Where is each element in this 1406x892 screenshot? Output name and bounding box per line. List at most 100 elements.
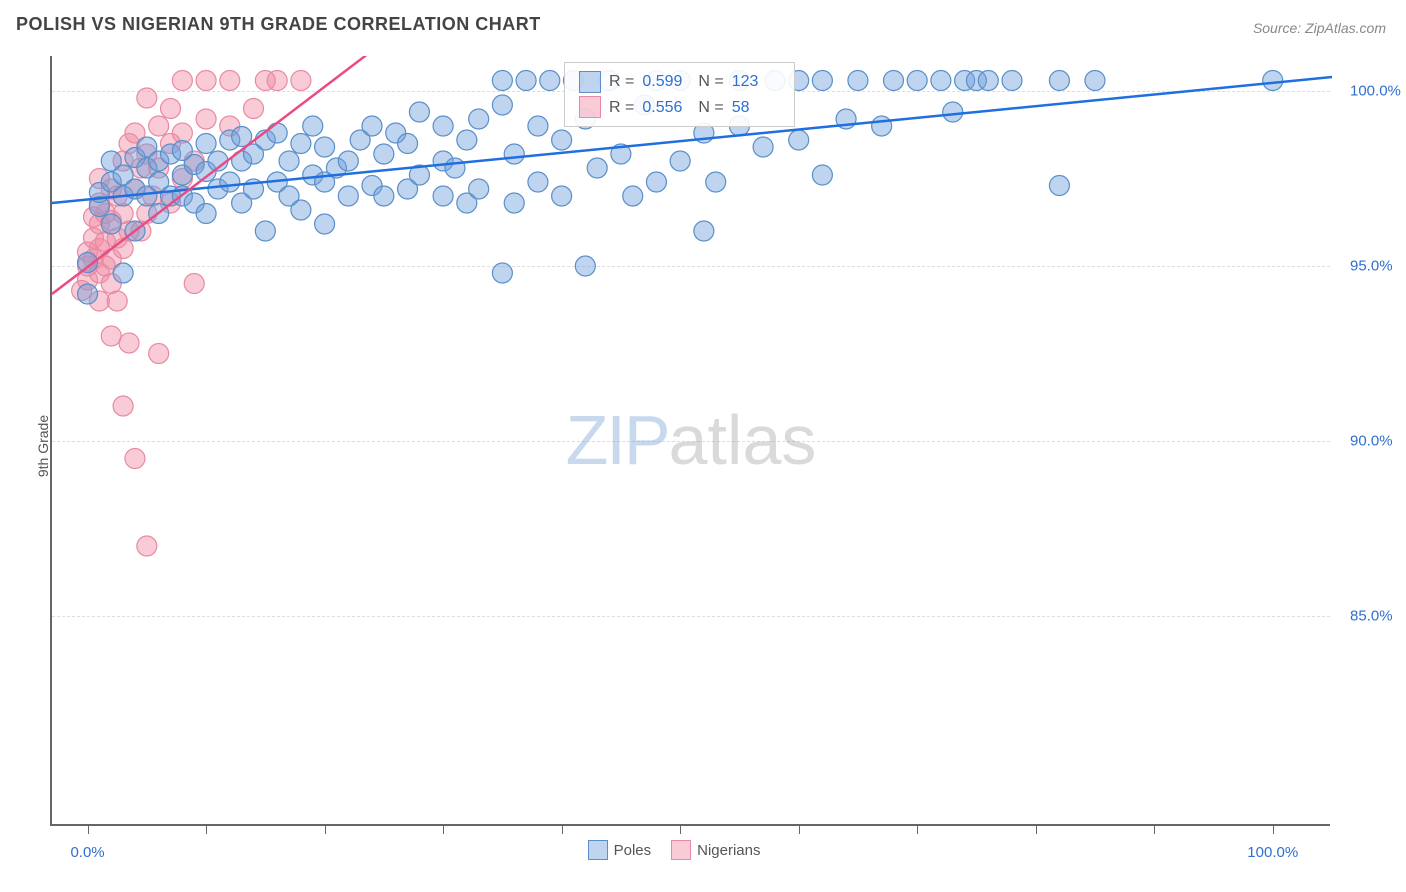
- data-point[interactable]: [119, 333, 139, 353]
- data-point[interactable]: [113, 263, 133, 283]
- data-point[interactable]: [149, 344, 169, 364]
- data-point[interactable]: [552, 130, 572, 150]
- data-point[interactable]: [398, 134, 418, 154]
- x-tick: [1273, 826, 1274, 834]
- swatch-nigerians: [671, 840, 691, 860]
- data-point[interactable]: [107, 291, 127, 311]
- data-point[interactable]: [445, 158, 465, 178]
- data-point[interactable]: [848, 71, 868, 91]
- data-point[interactable]: [492, 95, 512, 115]
- data-point[interactable]: [291, 200, 311, 220]
- data-point[interactable]: [931, 71, 951, 91]
- x-tick: [206, 826, 207, 834]
- data-point[interactable]: [528, 116, 548, 136]
- data-point[interactable]: [469, 109, 489, 129]
- data-point[interactable]: [540, 71, 560, 91]
- data-point[interactable]: [646, 172, 666, 192]
- y-tick-label: 90.0%: [1350, 433, 1393, 450]
- data-point[interactable]: [457, 130, 477, 150]
- data-point[interactable]: [220, 71, 240, 91]
- data-point[interactable]: [279, 151, 299, 171]
- data-point[interactable]: [374, 144, 394, 164]
- data-point[interactable]: [1085, 71, 1105, 91]
- data-point[interactable]: [1049, 176, 1069, 196]
- data-point[interactable]: [706, 172, 726, 192]
- data-point[interactable]: [516, 71, 536, 91]
- data-point[interactable]: [883, 71, 903, 91]
- data-point[interactable]: [504, 144, 524, 164]
- data-point[interactable]: [267, 123, 287, 143]
- y-tick-label: 100.0%: [1350, 83, 1401, 100]
- data-point[interactable]: [907, 71, 927, 91]
- data-point[interactable]: [552, 186, 572, 206]
- data-point[interactable]: [492, 263, 512, 283]
- n-label: N =: [698, 95, 723, 121]
- data-point[interactable]: [575, 256, 595, 276]
- data-point[interactable]: [137, 536, 157, 556]
- data-point[interactable]: [243, 99, 263, 119]
- data-point[interactable]: [753, 137, 773, 157]
- data-point[interactable]: [255, 221, 275, 241]
- data-point[interactable]: [338, 186, 358, 206]
- data-point[interactable]: [374, 186, 394, 206]
- data-point[interactable]: [184, 274, 204, 294]
- data-point[interactable]: [101, 214, 121, 234]
- data-point[interactable]: [1002, 71, 1022, 91]
- data-point[interactable]: [492, 71, 512, 91]
- data-point[interactable]: [433, 186, 453, 206]
- data-point[interactable]: [315, 137, 335, 157]
- chart-title: POLISH VS NIGERIAN 9TH GRADE CORRELATION…: [16, 14, 541, 35]
- x-tick-label: 100.0%: [1247, 844, 1298, 861]
- data-point[interactable]: [789, 130, 809, 150]
- data-point[interactable]: [872, 116, 892, 136]
- data-point[interactable]: [504, 193, 524, 213]
- data-point[interactable]: [196, 204, 216, 224]
- legend-item-nigerians[interactable]: Nigerians: [671, 840, 760, 860]
- data-point[interactable]: [1263, 71, 1283, 91]
- data-point[interactable]: [587, 158, 607, 178]
- data-point[interactable]: [943, 102, 963, 122]
- data-point[interactable]: [196, 109, 216, 129]
- data-point[interactable]: [623, 186, 643, 206]
- r-value-nigerians: 0.556: [642, 95, 690, 121]
- data-point[interactable]: [220, 172, 240, 192]
- data-point[interactable]: [137, 88, 157, 108]
- data-point[interactable]: [978, 71, 998, 91]
- data-point[interactable]: [196, 134, 216, 154]
- data-point[interactable]: [469, 179, 489, 199]
- data-point[interactable]: [78, 284, 98, 304]
- data-point[interactable]: [101, 326, 121, 346]
- data-point[interactable]: [161, 99, 181, 119]
- data-point[interactable]: [338, 151, 358, 171]
- data-point[interactable]: [670, 151, 690, 171]
- data-point[interactable]: [172, 71, 192, 91]
- data-point[interactable]: [1049, 71, 1069, 91]
- x-tick: [680, 826, 681, 834]
- r-label: R =: [609, 95, 634, 121]
- data-point[interactable]: [409, 102, 429, 122]
- data-point[interactable]: [362, 116, 382, 136]
- trend-line: [52, 0, 1332, 294]
- data-point[interactable]: [125, 449, 145, 469]
- x-tick: [443, 826, 444, 834]
- r-value-poles: 0.599: [642, 69, 690, 95]
- n-value-nigerians: 58: [732, 95, 780, 121]
- data-point[interactable]: [303, 116, 323, 136]
- legend-item-poles[interactable]: Poles: [588, 840, 652, 860]
- data-point[interactable]: [315, 214, 335, 234]
- data-point[interactable]: [694, 221, 714, 241]
- data-point[interactable]: [528, 172, 548, 192]
- data-point[interactable]: [812, 71, 832, 91]
- legend-label-poles: Poles: [614, 842, 652, 859]
- data-point[interactable]: [113, 396, 133, 416]
- correlation-legend-box: R = 0.599 N = 123 R = 0.556 N = 58: [564, 62, 795, 127]
- data-point[interactable]: [267, 71, 287, 91]
- data-point[interactable]: [196, 71, 216, 91]
- data-point[interactable]: [149, 116, 169, 136]
- data-point[interactable]: [812, 165, 832, 185]
- swatch-nigerians: [579, 96, 601, 118]
- data-point[interactable]: [291, 71, 311, 91]
- x-tick: [1154, 826, 1155, 834]
- data-point[interactable]: [433, 116, 453, 136]
- data-point[interactable]: [291, 134, 311, 154]
